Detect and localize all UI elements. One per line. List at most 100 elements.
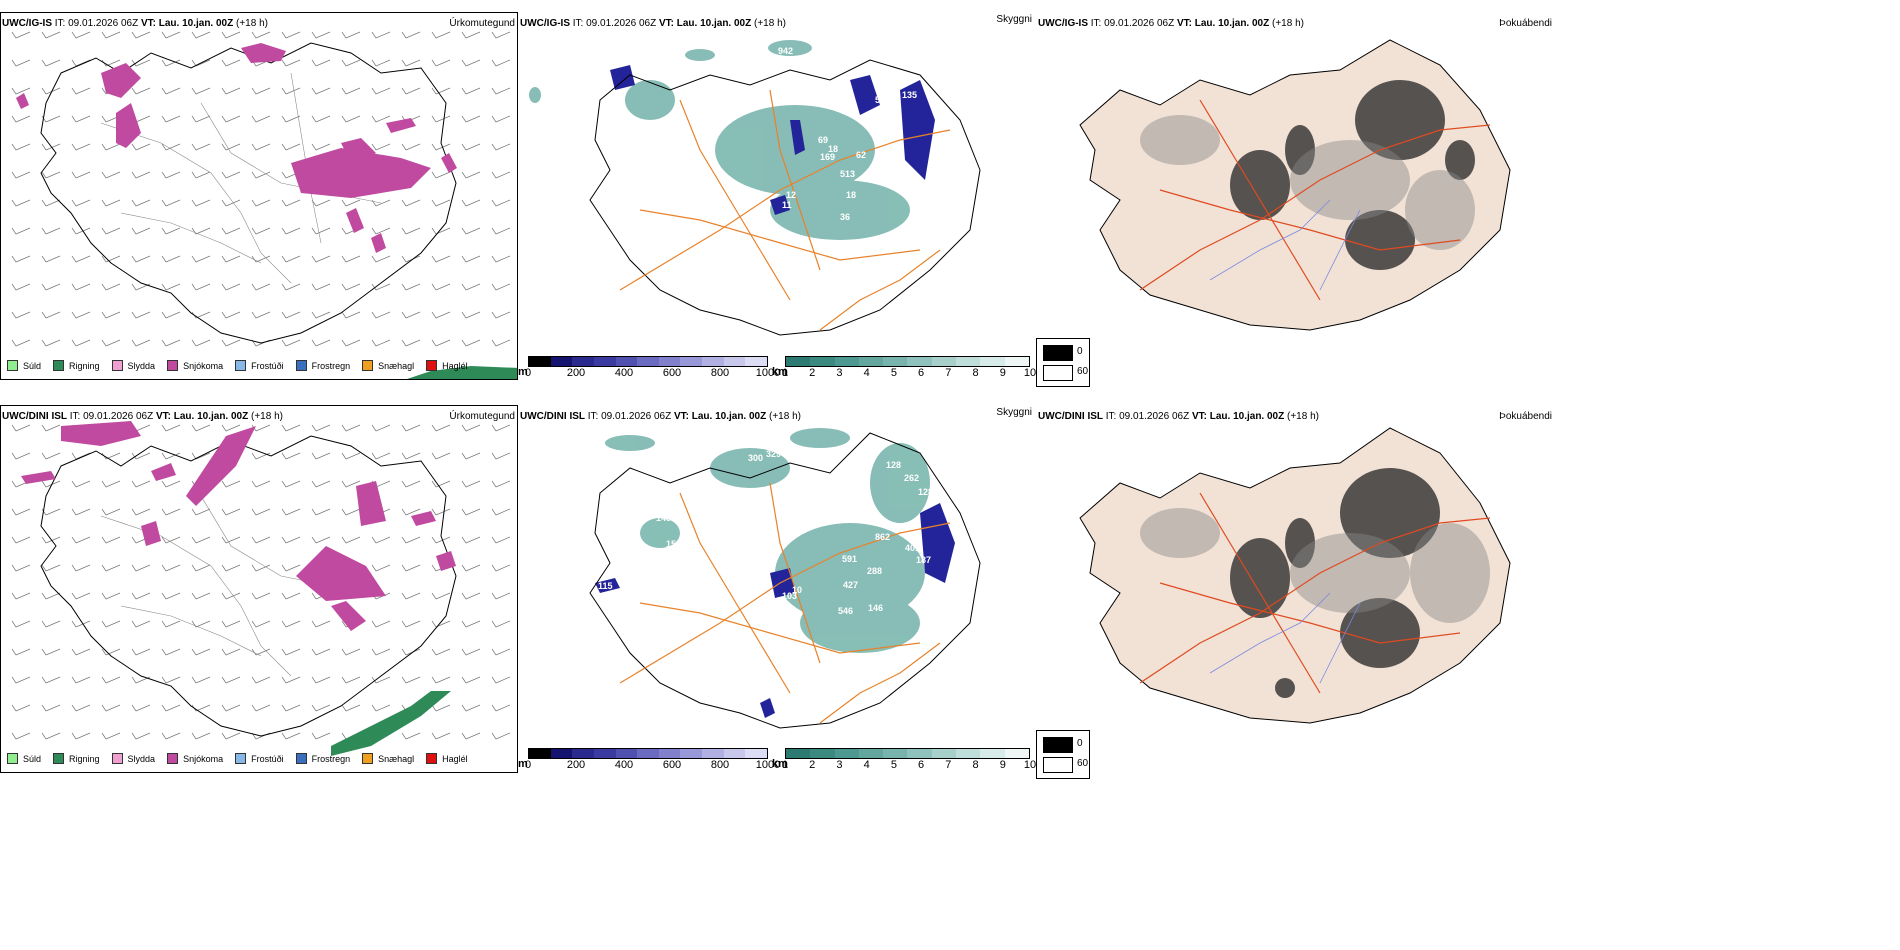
wind-barb [431,704,451,712]
wind-barb [11,143,31,151]
colorbar-tick-label: 1 [781,367,789,379]
wind-barb [491,115,511,123]
title-cloud-row2: Þokuábendi [1499,411,1552,422]
wind-barb [431,227,451,235]
model-name: UWC/DINI ISL [2,411,67,422]
colorbar-segment [723,357,746,366]
lead-time: (+18 h) [754,18,786,29]
wind-barb [281,452,301,460]
fog-index-legend-row1: 0 60 [1036,338,1090,387]
wind-barb [491,648,511,656]
colorbar-segment [702,749,724,758]
legend-swatch [53,753,65,764]
colorbar-tick-label: 10 [1023,367,1037,379]
wind-barb [461,87,481,95]
wind-barb [371,87,391,95]
colorbar-tick-label: 0 [524,759,532,771]
visibility-value-label: 328 [865,169,880,179]
rain-area [407,366,517,379]
legend-item: Rigning [53,753,100,764]
wind-barb [101,227,121,235]
wind-barb [131,564,151,572]
colorbar-segment [572,357,594,366]
wind-barb [341,339,361,347]
wind-barb [101,171,121,179]
colorbar-tick-label: 200 [566,367,586,379]
colorbar-tick-label: 4 [863,759,870,771]
ceiling-colorbar-row1: 0 200 400 600 800 1000 [524,356,780,379]
title-precip-row2: Úrkomutegund [449,411,515,422]
legend-swatch [295,753,307,764]
wind-barb [341,676,361,684]
wind-barb [431,31,451,39]
visibility-value-label: 146 [868,603,883,613]
it-value: 09.01.2026 06Z [601,411,672,422]
wind-barb [371,255,391,263]
wind-barb [491,732,511,740]
colorbar-segment [658,749,681,758]
wind-barb [461,59,481,67]
wind-barb [251,508,271,516]
legend-swatch [295,360,307,371]
wind-barb [191,424,211,432]
colorbar-tick-label: 7 [945,367,952,379]
precip-map-graphic [11,31,517,379]
wind-barb [371,648,391,656]
wind-barb [131,87,151,95]
wind-barb [491,676,511,684]
wind-barb [461,424,481,432]
wind-barb [491,424,511,432]
vt-value: Lau. 10.jan. 00Z [158,18,234,29]
legend-label: Snæhagl [378,753,415,764]
wind-barb [461,508,481,516]
wind-barb [341,255,361,263]
wind-barb [401,508,421,516]
wind-barb [101,199,121,207]
wind-barb [191,564,211,572]
low-ceiling-areas [595,503,955,718]
wind-barb [101,592,121,600]
vt-label: VT: [673,411,689,422]
wind-barb [281,87,301,95]
wind-barb [41,508,61,516]
visibility-value-label: 154 [666,539,681,549]
colorbar-tick-label: 1000 [755,367,781,379]
wind-barb [11,311,31,319]
colorbar-tick-label: 0 [524,367,532,379]
precip-legend: Súld Rigning Slydda Snjókoma Frostúði Frostre… [7,753,480,764]
wind-barb [191,227,211,235]
colorbar-segment [931,749,957,758]
visibility-value-label: 427 [843,580,858,590]
colorbar-tick-label: 10 [1023,759,1037,771]
wind-barb [71,704,91,712]
wind-barb [371,424,391,432]
legend-label: Rigning [69,753,100,764]
iceland-outline [589,432,981,729]
wind-barb [11,732,31,740]
wind-barb [461,227,481,235]
wind-barb [431,255,451,263]
wind-barb [371,115,391,123]
vis-bar [785,356,1030,367]
visibility-value-label: 401 [905,543,920,553]
colorbar-segment [637,357,659,366]
colorbar-segment [810,749,835,758]
wind-barb [161,283,181,291]
colorbar-segment [1004,357,1029,366]
wind-barb [371,227,391,235]
wind-barb [311,59,331,67]
wind-barb [191,199,211,207]
legend-item: Súld [7,753,41,764]
wind-barb [221,564,241,572]
wind-barb [311,536,331,544]
wind-barb [341,199,361,207]
ceiling-bar [528,356,768,367]
colorbar-segment [980,357,1005,366]
fog-index-shading [1230,80,1475,270]
wind-barb [161,648,181,656]
wind-barb [251,704,271,712]
wind-barb [41,31,61,39]
cloud-map-graphic [1079,427,1511,724]
colorbar-segment [680,749,703,758]
wind-barb [311,704,331,712]
